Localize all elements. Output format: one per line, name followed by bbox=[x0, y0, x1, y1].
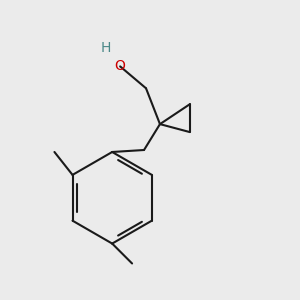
Text: O: O bbox=[115, 59, 126, 74]
Text: H: H bbox=[101, 41, 111, 56]
